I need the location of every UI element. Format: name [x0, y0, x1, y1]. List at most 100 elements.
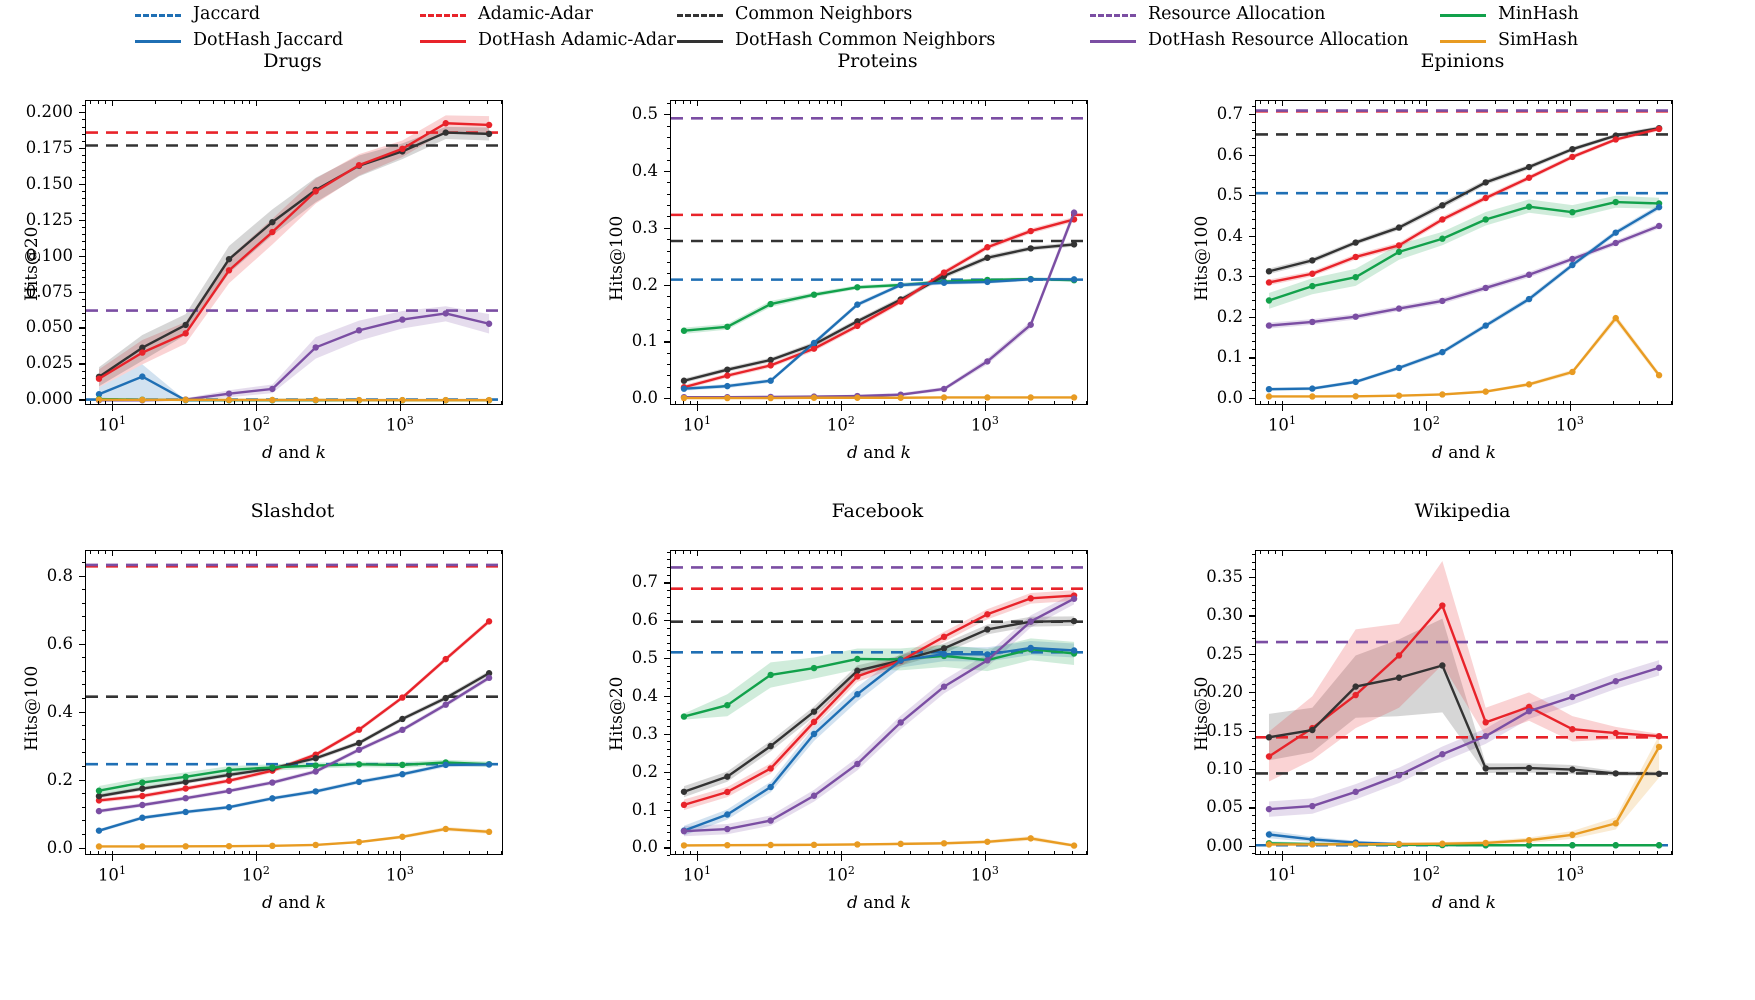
y-axis-minor-tick [666, 582, 670, 584]
legend-item-simhash[interactable]: SimHash [1440, 30, 1578, 52]
y-axis-tick-label: 0.8 [46, 565, 73, 585]
data-point [95, 807, 103, 815]
data-point [269, 385, 276, 393]
legend-item-dothash-jaccard[interactable]: DotHash Jaccard [135, 30, 343, 52]
data-point [312, 755, 319, 762]
x-axis-minor-tick [299, 100, 301, 104]
data-point [810, 841, 818, 849]
y-axis-minor-tick [81, 191, 85, 193]
data-point [1309, 270, 1316, 277]
y-axis-minor-tick [1251, 332, 1255, 334]
legend-item-common-neighbors[interactable]: Common Neighbors [677, 4, 912, 26]
x-axis-minor-tick [255, 851, 257, 855]
y-axis-tick-label: 0.000 [25, 389, 73, 409]
data-point [1265, 753, 1273, 760]
data-point [680, 801, 688, 809]
data-point [724, 702, 731, 709]
x-axis-minor-tick [978, 550, 980, 554]
x-axis-minor-tick [1512, 100, 1514, 104]
data-point [442, 655, 449, 663]
y-axis-minor-tick [1251, 178, 1255, 180]
x-axis-minor-tick [1275, 401, 1277, 405]
x-axis-minor-tick [97, 100, 99, 104]
y-axis-minor-tick [81, 334, 85, 336]
x-axis-minor-tick [249, 401, 251, 405]
x-axis-minor-tick [970, 851, 972, 855]
data-point [897, 840, 904, 848]
legend-item-adamic-adar[interactable]: Adamic-Adar [420, 4, 593, 26]
x-axis-minor-tick [180, 851, 182, 855]
x-axis-minor-tick [255, 100, 257, 104]
y-axis-minor-tick [666, 136, 670, 138]
y-axis-tick-label: 0.150 [25, 173, 73, 193]
y-axis-minor-tick [81, 341, 85, 343]
legend-item-dothash-adamic-adar[interactable]: DotHash Adamic-Adar [420, 30, 676, 52]
y-axis-minor-tick [81, 589, 85, 591]
x-axis-minor-tick [212, 100, 214, 104]
y-axis-minor-tick [666, 352, 670, 354]
y-axis-minor-tick [666, 295, 670, 297]
data-point [1612, 729, 1619, 737]
data-point [182, 396, 189, 404]
y-axis-minor-tick [81, 392, 85, 394]
y-axis-minor-tick [81, 227, 85, 229]
data-point [767, 742, 774, 750]
y-axis-minor-tick [666, 741, 670, 743]
y-axis-tick-label: 0.30 [1206, 605, 1243, 625]
y-axis-minor-tick [666, 182, 670, 184]
legend-swatch-solid-icon [420, 39, 466, 43]
plot-canvas [671, 117, 1087, 402]
data-point [355, 761, 363, 768]
data-point [95, 375, 103, 382]
subplot-title: Wikipedia [1414, 500, 1511, 522]
y-axis-minor-tick [666, 125, 670, 127]
y-axis-minor-tick [666, 559, 670, 561]
legend-item-dothash-resource-allocation[interactable]: DotHash Resource Allocation [1090, 30, 1409, 52]
legend-item-dothash-common-neighbors[interactable]: DotHash Common Neighbors [677, 30, 995, 52]
x-axis-minor-tick [223, 550, 225, 554]
y-axis-minor-tick [666, 673, 670, 675]
y-axis-minor-tick [666, 771, 670, 773]
data-point [1070, 241, 1078, 248]
data-point [1027, 595, 1034, 602]
y-axis-tick-label: 0.1 [631, 799, 658, 819]
y-axis-minor-tick [666, 364, 670, 366]
y-axis-minor-tick [666, 318, 670, 320]
x-axis-minor-tick [1494, 550, 1496, 554]
data-point [442, 694, 449, 702]
data-point [1352, 691, 1359, 699]
y-axis-minor-tick [1251, 203, 1255, 205]
data-point [1612, 678, 1619, 685]
y-axis-tick-label: 0.4 [631, 160, 658, 180]
data-point [399, 771, 406, 778]
y-axis-minor-tick [666, 764, 670, 766]
x-axis-minor-tick [682, 851, 684, 855]
x-axis-minor-tick [1028, 100, 1030, 104]
data-point [1612, 820, 1619, 827]
legend-item-resource-allocation[interactable]: Resource Allocation [1090, 4, 1325, 26]
plot-area [670, 550, 1088, 855]
x-axis-minor-tick [1411, 550, 1413, 554]
data-point [854, 655, 861, 663]
x-axis-minor-tick [765, 550, 767, 554]
legend-item-minhash[interactable]: MinHash [1440, 4, 1579, 26]
x-axis-minor-tick [1053, 100, 1055, 104]
x-axis-minor-tick [1638, 100, 1640, 104]
data-point [1482, 194, 1489, 202]
y-axis-minor-tick [1251, 630, 1255, 632]
x-axis-minor-tick [840, 550, 842, 554]
x-axis-minor-tick [783, 401, 785, 405]
data-point [225, 771, 233, 779]
y-axis-tick-label: 0.125 [25, 209, 73, 229]
x-axis-minor-tick [740, 100, 742, 104]
legend-swatch-dashed-icon [420, 13, 466, 17]
legend-label: DotHash Adamic-Adar [478, 30, 676, 51]
x-axis-minor-tick [690, 550, 692, 554]
legend-item-jaccard[interactable]: Jaccard [135, 4, 260, 26]
data-point [1612, 198, 1619, 206]
x-axis-minor-tick [367, 851, 369, 855]
x-axis-minor-tick [111, 550, 113, 554]
y-axis-minor-tick [1251, 715, 1255, 717]
x-axis-tick-mark [111, 855, 114, 861]
x-axis-minor-tick [105, 550, 107, 554]
